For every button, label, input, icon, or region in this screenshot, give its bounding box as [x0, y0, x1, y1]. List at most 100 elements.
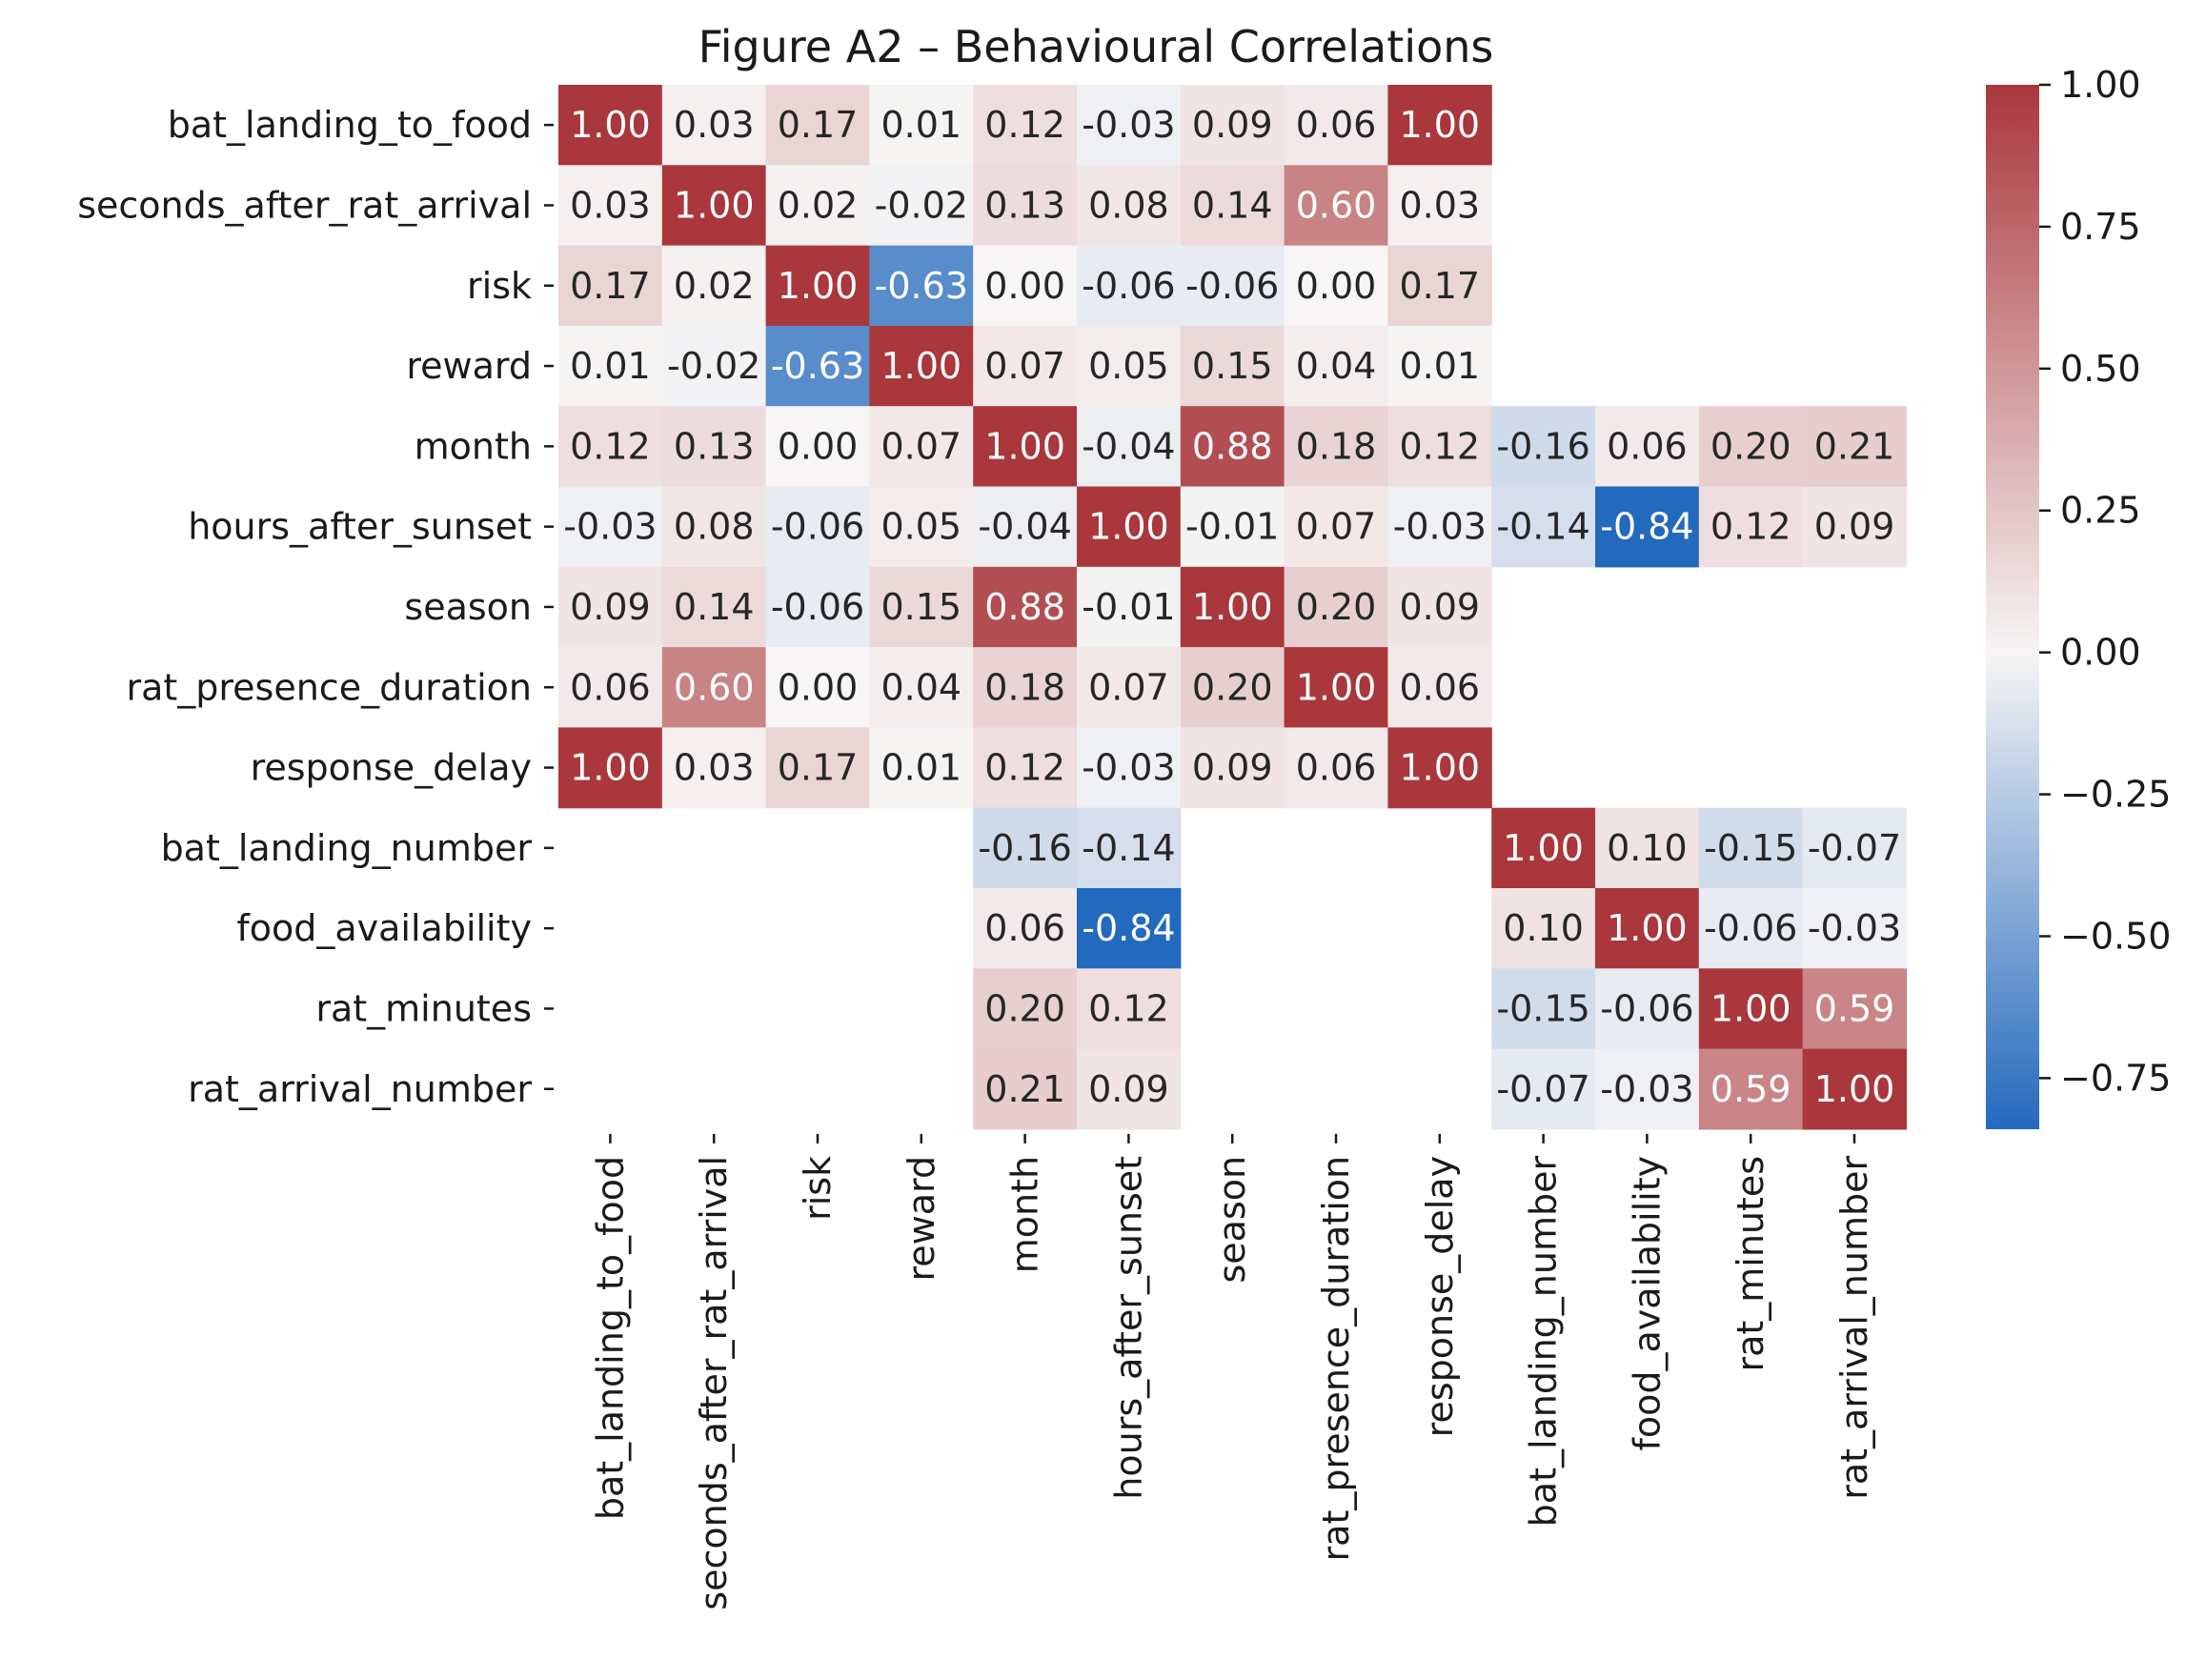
colorbar-tick-label: −0.25 [2060, 774, 2171, 816]
heatmap-cell [661, 486, 767, 568]
heatmap-cell-value: -0.16 [1496, 425, 1589, 467]
heatmap-cell [1802, 1048, 1907, 1130]
heatmap-cell [765, 566, 870, 648]
heatmap-cell-value: 1.00 [674, 184, 755, 226]
heatmap-cell [1387, 165, 1492, 247]
heatmap-cell [973, 888, 1078, 969]
y-tick-label: rat_arrival_number [188, 1068, 532, 1110]
heatmap-cell-value: 0.14 [1192, 184, 1273, 226]
heatmap-cell [869, 566, 974, 648]
heatmap-cell-value: 0.17 [778, 104, 859, 146]
heatmap-cell-value: 0.08 [674, 506, 755, 548]
heatmap-cell-value: -0.07 [1496, 1068, 1589, 1110]
heatmap-cell [1595, 486, 1700, 568]
heatmap-cell-value: 0.17 [1399, 265, 1480, 307]
y-tick-label: response_delay [251, 747, 532, 789]
y-tick-label: bat_landing_to_food [168, 104, 532, 146]
heatmap-cell [973, 406, 1078, 488]
heatmap-cell-value: 0.02 [778, 184, 859, 226]
heatmap-cell-value: 1.00 [1192, 586, 1273, 628]
heatmap-cell [765, 165, 870, 247]
heatmap-cell-value: 0.12 [1088, 987, 1169, 1029]
y-tick-label: rat_presence_duration [126, 666, 532, 708]
heatmap-cell-value: 0.06 [1296, 747, 1377, 789]
heatmap-cell [558, 727, 663, 809]
heatmap-cell [973, 566, 1078, 648]
heatmap-cell-value: -0.03 [1600, 1068, 1693, 1110]
heatmap-cell-value: 0.20 [984, 987, 1065, 1029]
heatmap-cell [1491, 807, 1596, 889]
heatmap-cell [1077, 647, 1182, 728]
heatmap-cell [1387, 325, 1492, 407]
heatmap-cell [1180, 245, 1285, 327]
heatmap-cell-value: 1.00 [570, 104, 651, 146]
heatmap-cell-value: -0.06 [1600, 987, 1693, 1029]
x-tick-label: bat_landing_to_food [589, 1156, 631, 1520]
heatmap-cell-value: -0.84 [1082, 907, 1175, 949]
heatmap-cell-value: -0.03 [1082, 747, 1175, 789]
heatmap-cell [1284, 325, 1388, 407]
heatmap-cell [558, 406, 663, 488]
heatmap-cells [558, 85, 1907, 1130]
y-tick-label: reward [406, 345, 532, 387]
heatmap-cell [558, 165, 663, 247]
heatmap-cell-value: 0.20 [1192, 666, 1273, 708]
heatmap-cell [558, 245, 663, 327]
heatmap-cell [1491, 486, 1596, 568]
y-tick-label: food_availability [236, 907, 532, 949]
heatmap-cell-value: -0.02 [667, 345, 760, 387]
heatmap-cell [869, 406, 974, 488]
heatmap-cell [869, 85, 974, 166]
heatmap-cell-value: -0.06 [771, 586, 864, 628]
heatmap-cell-value: 0.12 [984, 747, 1065, 789]
heatmap-cell-value: 0.05 [880, 506, 961, 548]
heatmap-cell [869, 727, 974, 809]
heatmap-cell [973, 968, 1078, 1050]
heatmap-cell [973, 1048, 1078, 1130]
heatmap-cell-value: 1.00 [1503, 827, 1584, 869]
heatmap-cell-value: 1.00 [1814, 1068, 1895, 1110]
heatmap-cell-value: 0.17 [778, 747, 859, 789]
heatmap-cell [973, 245, 1078, 327]
heatmap-cell [973, 165, 1078, 247]
heatmap-cell [1180, 406, 1285, 488]
heatmap-cell [1698, 486, 1804, 568]
heatmap-cell-value: -0.07 [1808, 827, 1901, 869]
heatmap-cell [1180, 325, 1285, 407]
heatmap-cell-value: 0.03 [1399, 184, 1480, 226]
colorbar: 1.00 0.75 0.50 0.25 0.00 −0.25 −0.50 −0.75 [1986, 64, 2171, 1129]
heatmap-cell [1387, 727, 1492, 809]
heatmap-cell [973, 807, 1078, 889]
heatmap-cell-value: 1.00 [1296, 666, 1377, 708]
heatmap-cell-value: -0.01 [1185, 506, 1279, 548]
heatmap-cell [1284, 406, 1388, 488]
heatmap-cell-value: 1.00 [1607, 907, 1688, 949]
heatmap-cell [661, 85, 767, 166]
heatmap-cell [1284, 165, 1388, 247]
heatmap-cell-value: 0.03 [674, 104, 755, 146]
heatmap-cell-value: 0.03 [570, 184, 651, 226]
heatmap-cell-value: 0.15 [1192, 345, 1273, 387]
heatmap-cell [558, 566, 663, 648]
heatmap-cell-value: 0.08 [1088, 184, 1169, 226]
heatmap-cell [1180, 165, 1285, 247]
heatmap-cell [661, 647, 767, 728]
heatmap-cell [1077, 406, 1182, 488]
heatmap-cell-value: 0.88 [984, 586, 1065, 628]
heatmap-cell [973, 85, 1078, 166]
y-tick-label: month [415, 425, 532, 467]
heatmap-cell-value: 0.01 [1399, 345, 1480, 387]
heatmap-cell [973, 486, 1078, 568]
heatmap-cell [1387, 406, 1492, 488]
heatmap-cell-value: -0.04 [978, 506, 1071, 548]
y-tick-label: rat_minutes [315, 987, 532, 1029]
heatmap-cell-value: 0.20 [1710, 425, 1791, 467]
heatmap-cell [1077, 888, 1182, 969]
heatmap-cell [1595, 406, 1700, 488]
heatmap-cell-value: -0.15 [1496, 987, 1589, 1029]
heatmap-cell [765, 85, 870, 166]
heatmap-cell [1180, 647, 1285, 728]
heatmap-cell-value: 0.18 [1296, 425, 1377, 467]
heatmap-cell [558, 647, 663, 728]
heatmap-cell-value: 0.14 [674, 586, 755, 628]
